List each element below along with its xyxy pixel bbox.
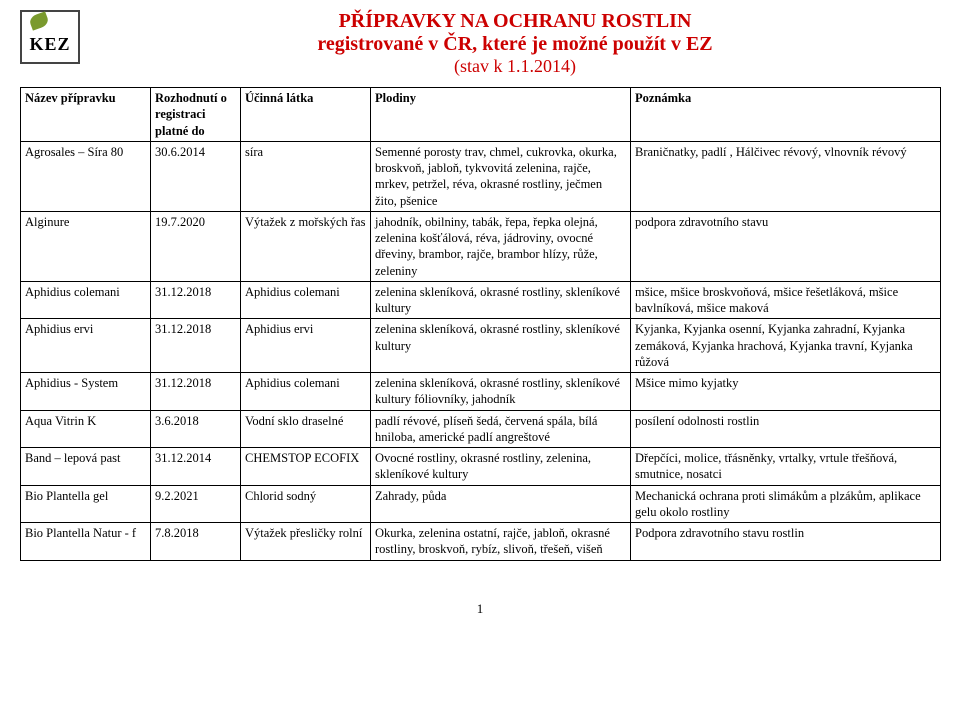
table-row: Aphidius colemani31.12.2018Aphidius cole… [21,281,941,319]
cell-crops: zelenina skleníková, okrasné rostliny, s… [371,281,631,319]
cell-substance: Výtažek z mořských řas [241,211,371,281]
cell-note: podpora zdravotního stavu [631,211,941,281]
cell-date: 31.12.2018 [151,281,241,319]
products-table: Název přípravku Rozhodnutí o registraci … [20,87,941,561]
page-number: 1 [20,601,940,617]
cell-name: Bio Plantella Natur - f [21,523,151,561]
cell-date: 3.6.2018 [151,410,241,448]
table-row: Band – lepová past31.12.2014CHEMSTOP ECO… [21,448,941,486]
cell-crops: Semenné porosty trav, chmel, cukrovka, o… [371,141,631,211]
cell-name: Alginure [21,211,151,281]
title-line-3: (stav k 1.1.2014) [90,56,940,77]
title-line-1: PŘÍPRAVKY NA OCHRANU ROSTLIN [90,10,940,33]
cell-substance: Vodní sklo draselné [241,410,371,448]
cell-date: 19.7.2020 [151,211,241,281]
cell-note: Kyjanka, Kyjanka osenní, Kyjanka zahradn… [631,319,941,373]
cell-crops: padlí révové, plíseň šedá, červená spála… [371,410,631,448]
cell-crops: Ovocné rostliny, okrasné rostliny, zelen… [371,448,631,486]
header-note: Poznámka [631,88,941,142]
cell-name: Aphidius colemani [21,281,151,319]
cell-crops: zelenina skleníková, okrasné rostliny, s… [371,373,631,411]
leaf-icon [28,11,50,30]
cell-note: Dřepčíci, molice, třásněnky, vrtalky, vr… [631,448,941,486]
cell-name: Agrosales – Síra 80 [21,141,151,211]
cell-crops: zelenina skleníková, okrasné rostliny, s… [371,319,631,373]
cell-note: posílení odolnosti rostlin [631,410,941,448]
title-line-2: registrované v ČR, které je možné použít… [90,33,940,56]
cell-name: Band – lepová past [21,448,151,486]
cell-substance: Aphidius ervi [241,319,371,373]
cell-date: 31.12.2014 [151,448,241,486]
cell-note: Braničnatky, padlí , Hálčivec révový, vl… [631,141,941,211]
header-substance: Účinná látka [241,88,371,142]
cell-substance: síra [241,141,371,211]
cell-note: mšice, mšice broskvoňová, mšice řešetlák… [631,281,941,319]
cell-name: Aqua Vitrin K [21,410,151,448]
kez-logo: KEZ [20,10,80,64]
logo-text: KEZ [29,34,70,55]
table-row: Bio Plantella Natur - f7.8.2018Výtažek p… [21,523,941,561]
cell-date: 30.6.2014 [151,141,241,211]
table-row: Aqua Vitrin K3.6.2018Vodní sklo draselné… [21,410,941,448]
cell-date: 7.8.2018 [151,523,241,561]
table-row: Aphidius ervi31.12.2018Aphidius ervizele… [21,319,941,373]
table-row: Alginure19.7.2020Výtažek z mořských řasj… [21,211,941,281]
cell-name: Aphidius - System [21,373,151,411]
table-header-row: Název přípravku Rozhodnutí o registraci … [21,88,941,142]
cell-note: Mechanická ochrana proti slimákům a plzá… [631,485,941,523]
title-block: PŘÍPRAVKY NA OCHRANU ROSTLIN registrovan… [90,10,940,77]
cell-name: Bio Plantella gel [21,485,151,523]
header-crops: Plodiny [371,88,631,142]
cell-name: Aphidius ervi [21,319,151,373]
cell-note: Mšice mimo kyjatky [631,373,941,411]
cell-crops: Okurka, zelenina ostatní, rajče, jabloň,… [371,523,631,561]
cell-substance: CHEMSTOP ECOFIX [241,448,371,486]
header-name: Název přípravku [21,88,151,142]
table-row: Agrosales – Síra 8030.6.2014síraSemenné … [21,141,941,211]
document-header: KEZ PŘÍPRAVKY NA OCHRANU ROSTLIN registr… [20,10,940,77]
cell-date: 31.12.2018 [151,319,241,373]
cell-note: Podpora zdravotního stavu rostlin [631,523,941,561]
cell-date: 9.2.2021 [151,485,241,523]
table-row: Bio Plantella gel9.2.2021Chlorid sodnýZa… [21,485,941,523]
cell-substance: Výtažek přesličky rolní [241,523,371,561]
header-date: Rozhodnutí o registraci platné do [151,88,241,142]
cell-date: 31.12.2018 [151,373,241,411]
cell-crops: Zahrady, půda [371,485,631,523]
cell-substance: Chlorid sodný [241,485,371,523]
cell-substance: Aphidius colemani [241,373,371,411]
cell-crops: jahodník, obilniny, tabák, řepa, řepka o… [371,211,631,281]
cell-substance: Aphidius colemani [241,281,371,319]
table-row: Aphidius - System31.12.2018Aphidius cole… [21,373,941,411]
